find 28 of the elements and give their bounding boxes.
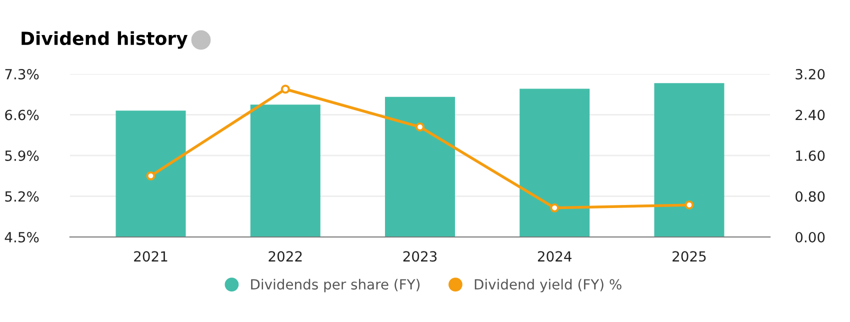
y-tick-label: 5.9% [5,150,39,161]
point [684,200,694,210]
point [280,84,290,94]
legend-label: Dividends per share (FY) [251,278,420,292]
x-tick-label: 2025 [672,251,706,262]
bar [520,88,590,237]
y-tick-label: 4.5% [4,232,39,242]
bar [654,83,724,237]
x-tick-label: 2023 [403,251,437,262]
y2-tick-label: 0.80 [796,191,825,202]
y-tick-label: 7.3% [5,68,39,80]
x-tick-label: 2022 [268,251,302,262]
legend-label: Dividend yield (FY) % [474,278,622,292]
point [550,203,560,212]
bar [116,110,186,237]
y-tick-label: 6.6% [5,110,39,120]
point [415,122,425,132]
chart-title: Dividend history [22,31,188,49]
x-tick-label: 2024 [538,251,572,262]
bar [385,96,455,237]
y-tick-label: 5.2% [5,191,39,202]
y2-tick-label: 3.20 [796,68,825,80]
point [146,171,156,180]
x-tick-label: 2021 [134,251,168,262]
y2-tick-label: 1.60 [796,150,825,161]
bar [250,104,320,237]
y2-tick-label: 0.00 [796,232,825,242]
y2-tick-label: 2.40 [796,110,825,120]
